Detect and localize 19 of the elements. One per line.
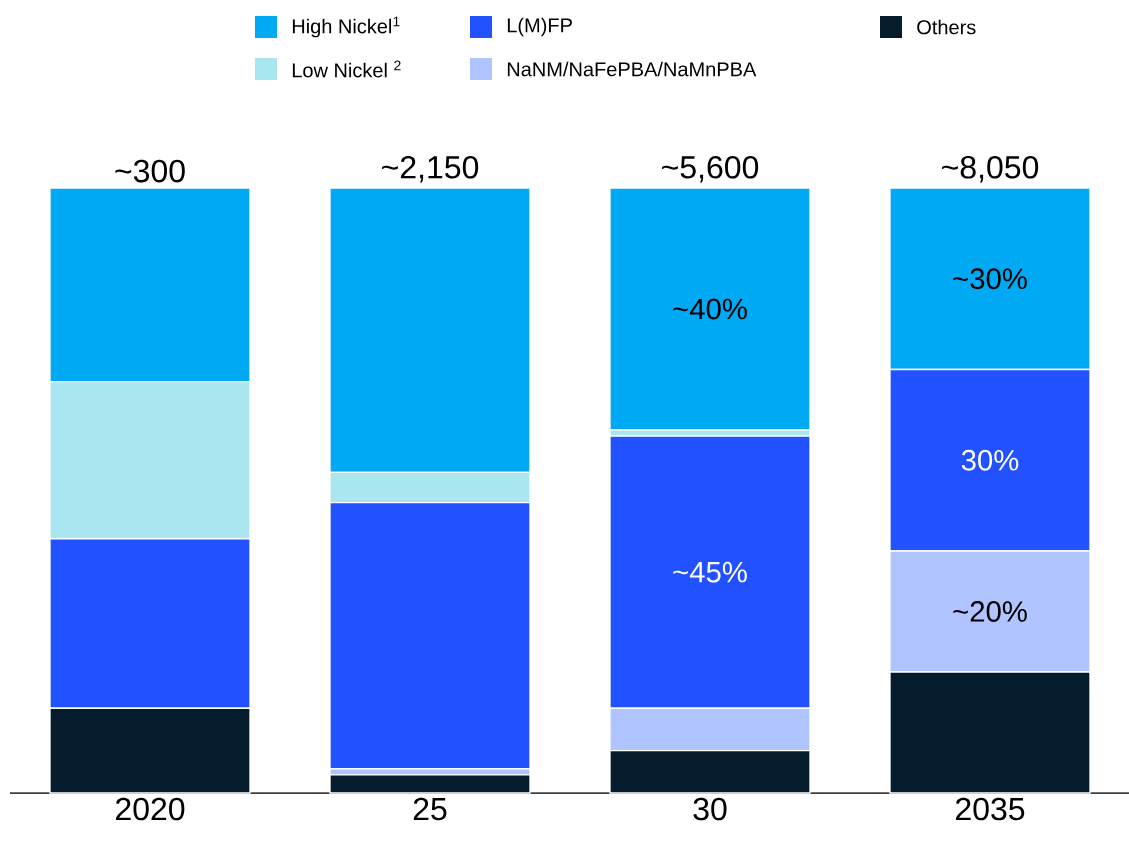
annotation: ~2,150 [382, 155, 479, 183]
x-tick-label: 2020 [116, 797, 185, 821]
bar [609, 187, 811, 431]
legend-label: Low Nickel $^{2}$ [292, 60, 401, 78]
x-tick-label: 30 [693, 797, 727, 821]
legend-label: NaNM/NaFePBA/NaMnPBA [507, 61, 757, 77]
data-label: 30% [961, 449, 1019, 471]
legend-label: High Nickel$^{1}$ [292, 16, 400, 38]
annotation: ~300 [115, 159, 185, 183]
legend-label: L(M)FP [507, 17, 572, 37]
data-label: ~30% [953, 268, 1027, 290]
annotation: ~8,050 [942, 155, 1039, 183]
data-label: ~45% [673, 561, 747, 583]
legend-label: Others [917, 19, 976, 35]
data-label: ~40% [673, 298, 747, 320]
annotation: ~5,600 [662, 155, 759, 183]
x-tick-label: 2035 [956, 797, 1025, 821]
data-label: ~20% [953, 601, 1027, 622]
x-tick-label: 25 [413, 797, 447, 821]
